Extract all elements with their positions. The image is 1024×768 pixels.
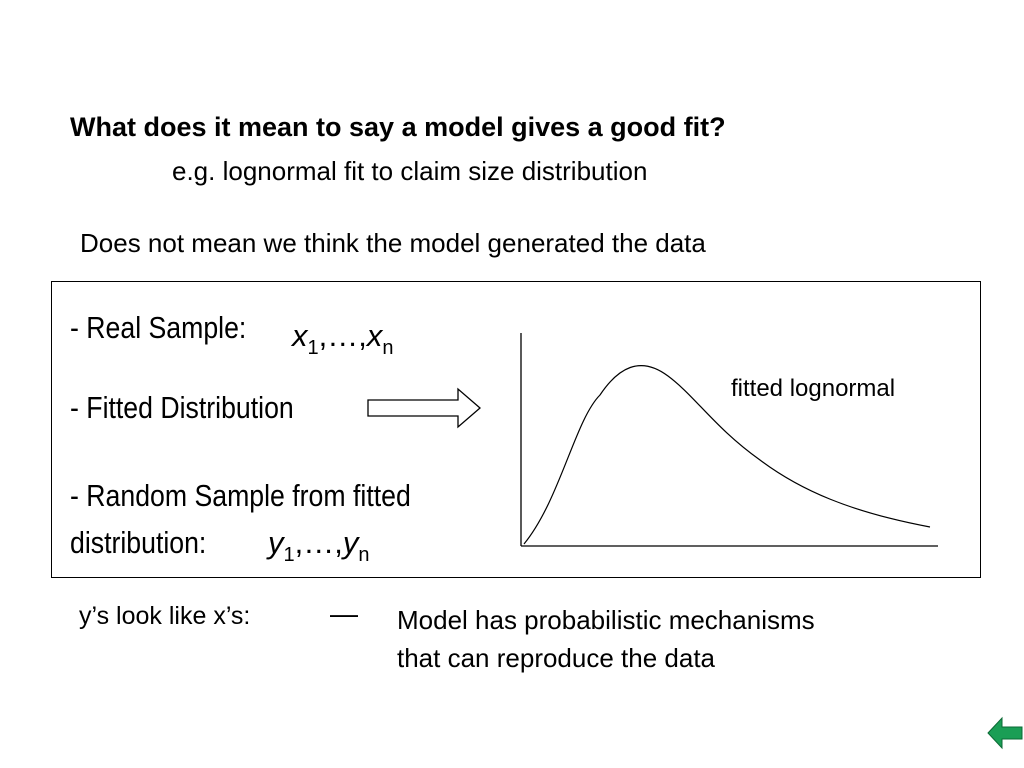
back-arrow-icon[interactable] [987,716,1023,750]
real-sample-sequence: x1,…,xn [292,318,394,359]
fitted-distribution-label: - Fitted Distribution [70,390,294,425]
conclusion-rhs-line2: that can reproduce the data [397,643,716,673]
real-sample-label: - Real Sample: [70,310,247,345]
random-sample-label: - Random Sample from fitted [70,478,411,513]
conclusion-rhs: Model has probabilistic mechanisms that … [397,601,815,677]
conclusion-dash: — [330,598,358,629]
lognormal-curve [523,365,931,545]
arrow-right-icon [367,387,481,429]
random-sample-sequence: y1,…,yn [268,525,370,566]
slide-title: What does it mean to say a model gives a… [70,112,726,142]
slide-subtitle: e.g. lognormal fit to claim size distrib… [172,156,648,186]
conclusion-rhs-line1: Model has probabilistic mechanisms [397,605,815,635]
illustration-box [51,281,981,578]
conclusion-lhs: y’s look like x’s: [79,602,251,630]
statement-text: Does not mean we think the model generat… [80,228,706,258]
curve-label: fitted lognormal [731,375,896,402]
random-sample-label-continued: distribution: [70,525,207,560]
